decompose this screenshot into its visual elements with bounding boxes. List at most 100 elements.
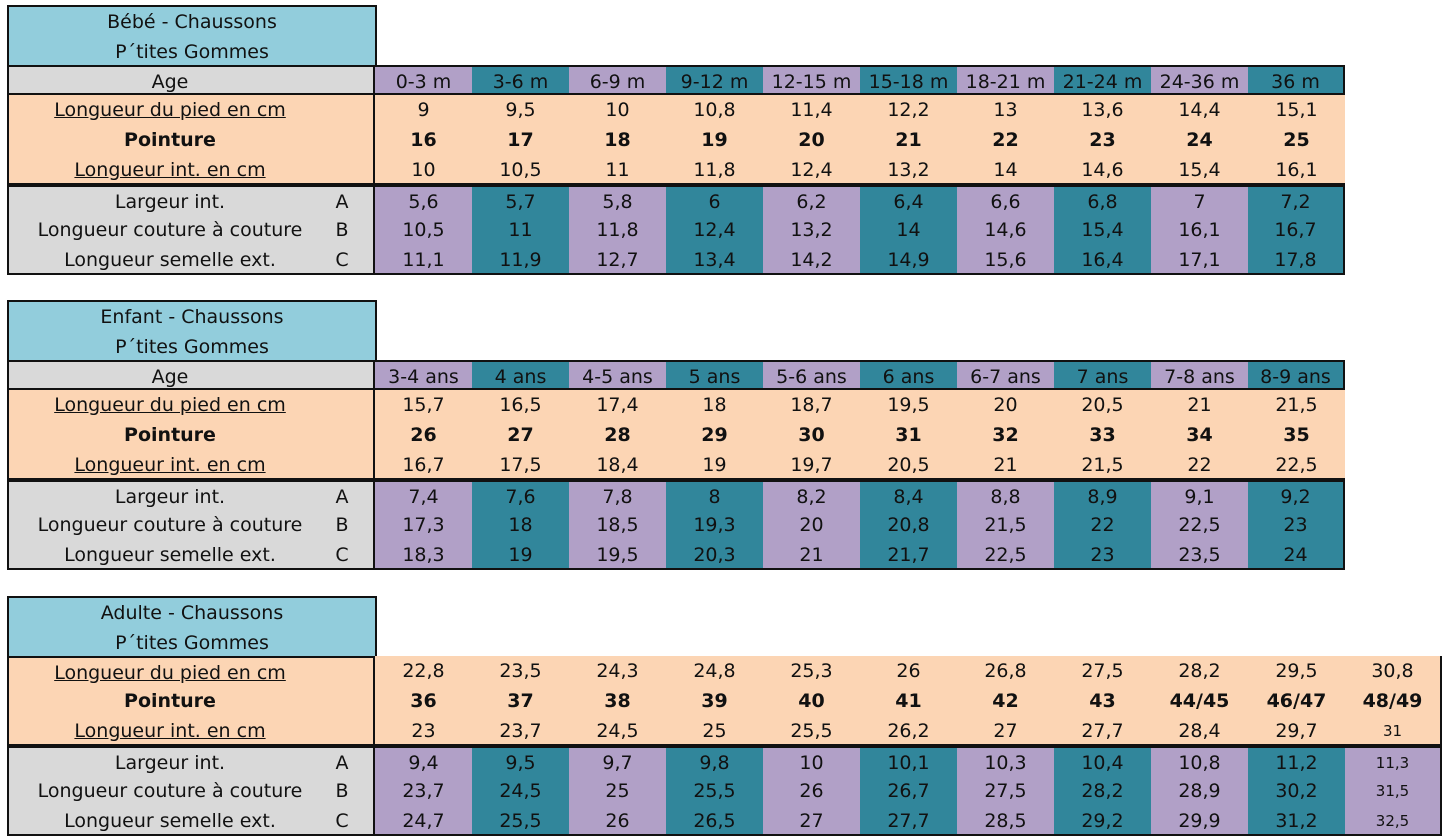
value-cell: 25,5 <box>666 776 763 806</box>
value-cell: 19 <box>666 125 763 155</box>
inner-length-row: Longueur int. en cm 16,7 17,5 18,4 19 19,7 20,… <box>7 450 1345 480</box>
seam-length-row: Longueur couture à couture B 10,5 11 11,8 12,… <box>7 215 1345 245</box>
row-label-text: Longueur semelle ext. <box>64 249 276 271</box>
row-code: A <box>335 486 349 508</box>
value-cell: 44/45 <box>1151 686 1248 716</box>
sole-length-row: Longueur semelle ext. C 18,3 19 19,5 20,3 21 21… <box>7 540 1345 570</box>
value-cell: 5-6 ans <box>763 360 860 390</box>
value-cell: 21,5 <box>957 510 1054 540</box>
value-cell: 9,4 <box>375 746 472 776</box>
value-cell: 13,4 <box>666 245 763 275</box>
value-cell: 7 <box>1151 185 1248 215</box>
value-cell: 23,7 <box>472 716 569 746</box>
value-cell: 4-5 ans <box>569 360 666 390</box>
row-label-text: Longueur semelle ext. <box>64 544 276 566</box>
row-label: Longueur semelle ext. C <box>7 245 375 275</box>
value-cell: 38 <box>569 686 666 716</box>
value-cell: 29,2 <box>1054 806 1151 836</box>
value-cell: 10,3 <box>957 746 1054 776</box>
value-cell: 14,6 <box>957 215 1054 245</box>
value-cell: 9,8 <box>666 746 763 776</box>
row-label: Pointure <box>7 686 375 716</box>
table-title: Adulte - Chaussons P´tites Gommes <box>7 596 377 658</box>
value-cell: 42 <box>957 686 1054 716</box>
value-cell: 22,5 <box>1248 450 1345 480</box>
value-cell: 24,3 <box>569 656 666 686</box>
title-line: Adulte - Chaussons <box>100 602 284 624</box>
row-label: Largeur int. A <box>7 480 375 510</box>
inner-width-row: Largeur int. A 5,6 5,7 5,8 6 6,2 6,4 6,6 6,8 7 7,2 <box>7 185 1345 215</box>
value-cell: 16,7 <box>375 450 472 480</box>
value-cell: 19,5 <box>860 390 957 420</box>
value-cell: 31 <box>1345 716 1442 746</box>
row-label-text: Longueur couture à couture <box>37 514 303 536</box>
value-cell: 21,7 <box>860 540 957 570</box>
value-cell: 14,9 <box>860 245 957 275</box>
value-cell: 27,5 <box>1054 656 1151 686</box>
value-cell: 28,4 <box>1151 716 1248 746</box>
value-cell: 11,4 <box>763 95 860 125</box>
value-cell: 30 <box>763 420 860 450</box>
value-cell: 22,8 <box>375 656 472 686</box>
value-cell: 23,5 <box>1151 540 1248 570</box>
value-cell: 16,7 <box>1248 215 1345 245</box>
value-cell: 17,8 <box>1248 245 1345 275</box>
value-cell: 23,7 <box>375 776 472 806</box>
value-cell: 12,4 <box>666 215 763 245</box>
value-cell: 29,9 <box>1151 806 1248 836</box>
row-label: Pointure <box>7 420 375 450</box>
value-cell: 21,5 <box>1248 390 1345 420</box>
value-cell: 14,4 <box>1151 95 1248 125</box>
value-cell: 10,1 <box>860 746 957 776</box>
title-line: P´tites Gommes <box>115 336 269 358</box>
value-cell: 43 <box>1054 686 1151 716</box>
title-line: Enfant - Chaussons <box>100 306 284 328</box>
value-cell: 16,1 <box>1151 215 1248 245</box>
age-row: Age 3-4 ans 4 ans 4-5 ans 5 ans 5-6 ans 6 ans 6… <box>7 360 1345 390</box>
seam-length-row: Longueur couture à couture B 23,7 24,5 25 25,… <box>7 776 1442 806</box>
value-cell: 23,5 <box>472 656 569 686</box>
value-cell: 7,8 <box>569 480 666 510</box>
value-cell: 6,4 <box>860 185 957 215</box>
value-cell: 10,4 <box>1054 746 1151 776</box>
value-cell: 11,2 <box>1248 746 1345 776</box>
value-cell: 32 <box>957 420 1054 450</box>
value-cell: 18,7 <box>763 390 860 420</box>
sole-length-row: Longueur semelle ext. C 11,1 11,9 12,7 13,4 14… <box>7 245 1345 275</box>
table-title: Bébé - Chaussons P´tites Gommes <box>7 5 377 67</box>
value-cell: 18 <box>472 510 569 540</box>
value-cell: 16,1 <box>1248 155 1345 185</box>
foot-length-row: Longueur du pied en cm 15,7 16,5 17,4 18 18,7… <box>7 390 1345 420</box>
row-label: Largeur int. A <box>7 746 375 776</box>
value-cell: 29,7 <box>1248 716 1345 746</box>
value-cell: 14 <box>957 155 1054 185</box>
value-cell: 25 <box>569 776 666 806</box>
value-cell: 15-18 m <box>860 65 957 95</box>
row-label-text: Longueur semelle ext. <box>64 810 276 832</box>
value-cell: 9,2 <box>1248 480 1345 510</box>
row-label: Longueur int. en cm <box>7 716 375 746</box>
value-cell: 31,5 <box>1345 776 1442 806</box>
value-cell: 28,9 <box>1151 776 1248 806</box>
value-cell: 8,4 <box>860 480 957 510</box>
value-cell: 7-8 ans <box>1151 360 1248 390</box>
row-label-text: Age <box>151 366 189 388</box>
value-cell: 6,6 <box>957 185 1054 215</box>
value-cell: 7,2 <box>1248 185 1345 215</box>
value-cell: 16,5 <box>472 390 569 420</box>
row-label-text: Pointure <box>124 129 216 151</box>
value-cell: 6-7 ans <box>957 360 1054 390</box>
value-cell: 22,5 <box>1151 510 1248 540</box>
value-cell: 9,1 <box>1151 480 1248 510</box>
value-cell: 14,6 <box>1054 155 1151 185</box>
value-cell: 4 ans <box>472 360 569 390</box>
value-cell: 24,5 <box>569 716 666 746</box>
row-label: Longueur du pied en cm <box>7 95 375 125</box>
value-cell: 0-3 m <box>375 65 472 95</box>
value-cell: 9 <box>375 95 472 125</box>
value-cell: 7 ans <box>1054 360 1151 390</box>
value-cell: 10 <box>763 746 860 776</box>
value-cell: 27,7 <box>860 806 957 836</box>
value-cell: 3-6 m <box>472 65 569 95</box>
inner-length-row: Longueur int. en cm 23 23,7 24,5 25 25,5 26,2 2… <box>7 716 1442 746</box>
